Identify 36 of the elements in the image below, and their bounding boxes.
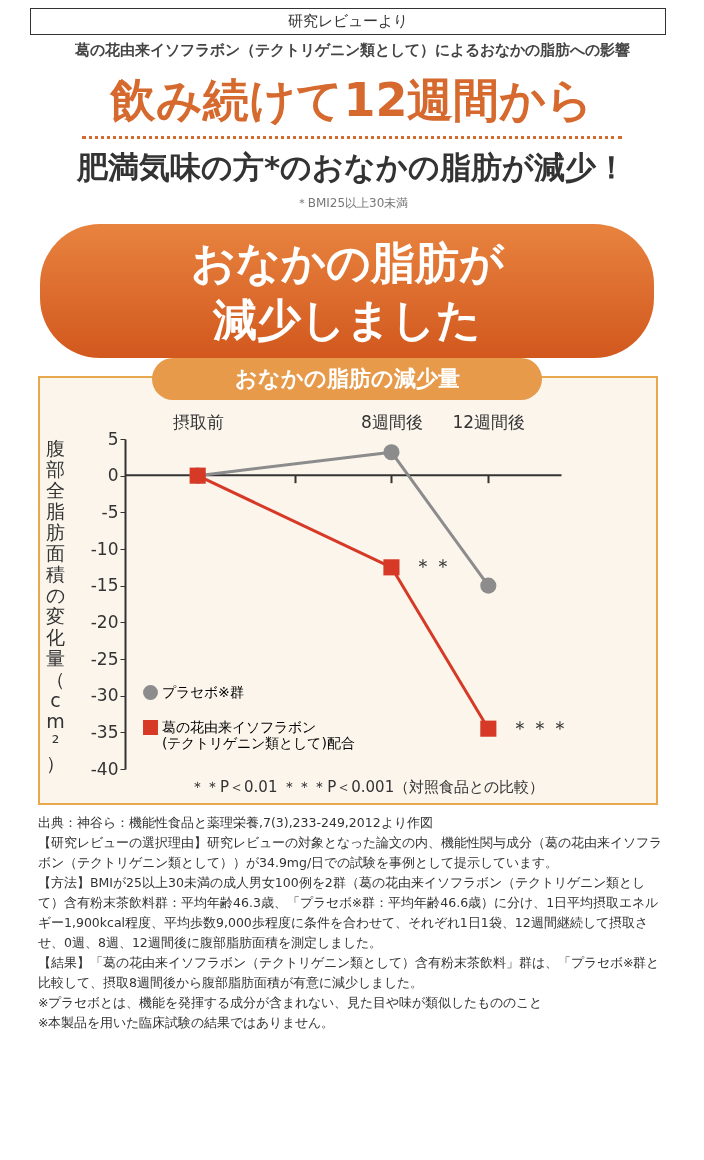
text: 肥満気味の方*のおなかの脂肪が減少！ — [75, 148, 629, 187]
text: おなかの脂肪が減少しました — [40, 224, 654, 359]
y-tick-label: -5 — [101, 502, 119, 523]
text: 【方法】BMIが25以上30未満の成人男女100例を2群（葛の花由来イソフラボン（テクトリゲニン類として）含有粉末茶飲料群：平均年齢46.3歳、「プラセボ※群：平均年齢46.6歳）に分け、1日平均摂取エネルギー1,900kcal程度、平均歩数9,000歩程度に条件を合わせて、それぞれ1日1袋、12週間継続して摂取させ、0週、8週、12週間後に腹部脂肪面積を測定しました。 — [38, 874, 660, 953]
y-tick-label: -10 — [90, 538, 119, 559]
text: ＊＊P＜0.01 ＊＊＊P＜0.001（対照食品との比較） — [189, 778, 546, 798]
point — [383, 559, 400, 576]
chart-title: 研究レビューより — [30, 8, 666, 35]
annotation: ＊＊＊ — [510, 716, 571, 741]
text: ＊BMI25以上30未満 — [294, 195, 410, 212]
text: ※プラセボとは、機能を発揮する成分が含まれない、見た目や味が類似したもののこと — [38, 994, 544, 1013]
text: ※本製品を用いた臨床試験の結果ではありません。 — [38, 1014, 336, 1033]
source-note: 出典：神谷ら：機能性食品と薬理栄養,7(3),233-249,2012より作図 — [38, 814, 434, 833]
text: 飲み続けて12週間から — [82, 70, 622, 139]
y-tick-label: -25 — [90, 648, 119, 669]
point — [480, 720, 497, 738]
y-tick-label: 5 — [107, 428, 119, 449]
text: おなかの脂肪の減少量 — [152, 358, 542, 401]
annotation: ＊＊ — [413, 554, 454, 579]
y-tick-label: -20 — [90, 612, 119, 633]
y-tick-label: -40 — [90, 758, 119, 779]
x-tick-label: 摂取前 — [172, 411, 224, 432]
point — [383, 444, 400, 461]
text: 【結果】「葛の花由来イソフラボン（テクトリゲニン類として）含有粉末茶飲料」群は、「プラセボ※群と比較して、摂取8週間後から腹部脂肪面積が有意に減少しました。 — [38, 954, 661, 993]
x-tick-label: 8週間後 — [361, 411, 423, 432]
y-tick-label: -35 — [90, 722, 119, 743]
legend-label: プラセボ※群 — [162, 683, 244, 700]
point — [480, 578, 497, 595]
y-tick-label: -15 — [90, 575, 119, 596]
text: 【研究レビューの選択理由】研究レビューの対象となった論文の内、機能性関与成分（葛の花由来イソフラボン（テクトリゲニン類として））が34.9mg/日での試験を事例として提示しています。 — [38, 834, 663, 873]
y-tick-label: 0 — [107, 465, 119, 486]
legend-label: 葛の花由来イソフラボン (テクトリゲニン類として)配合 — [162, 718, 355, 751]
chart-subtitle: 葛の花由来イソフラボン（テクトリゲニン類として）によるおなかの脂肪への影響 — [73, 41, 631, 60]
x-tick-label: 12週間後 — [452, 411, 526, 432]
y-tick-label: -30 — [90, 685, 119, 706]
text: 腹部全脂肪面積の変化量（cm²） — [46, 436, 65, 774]
